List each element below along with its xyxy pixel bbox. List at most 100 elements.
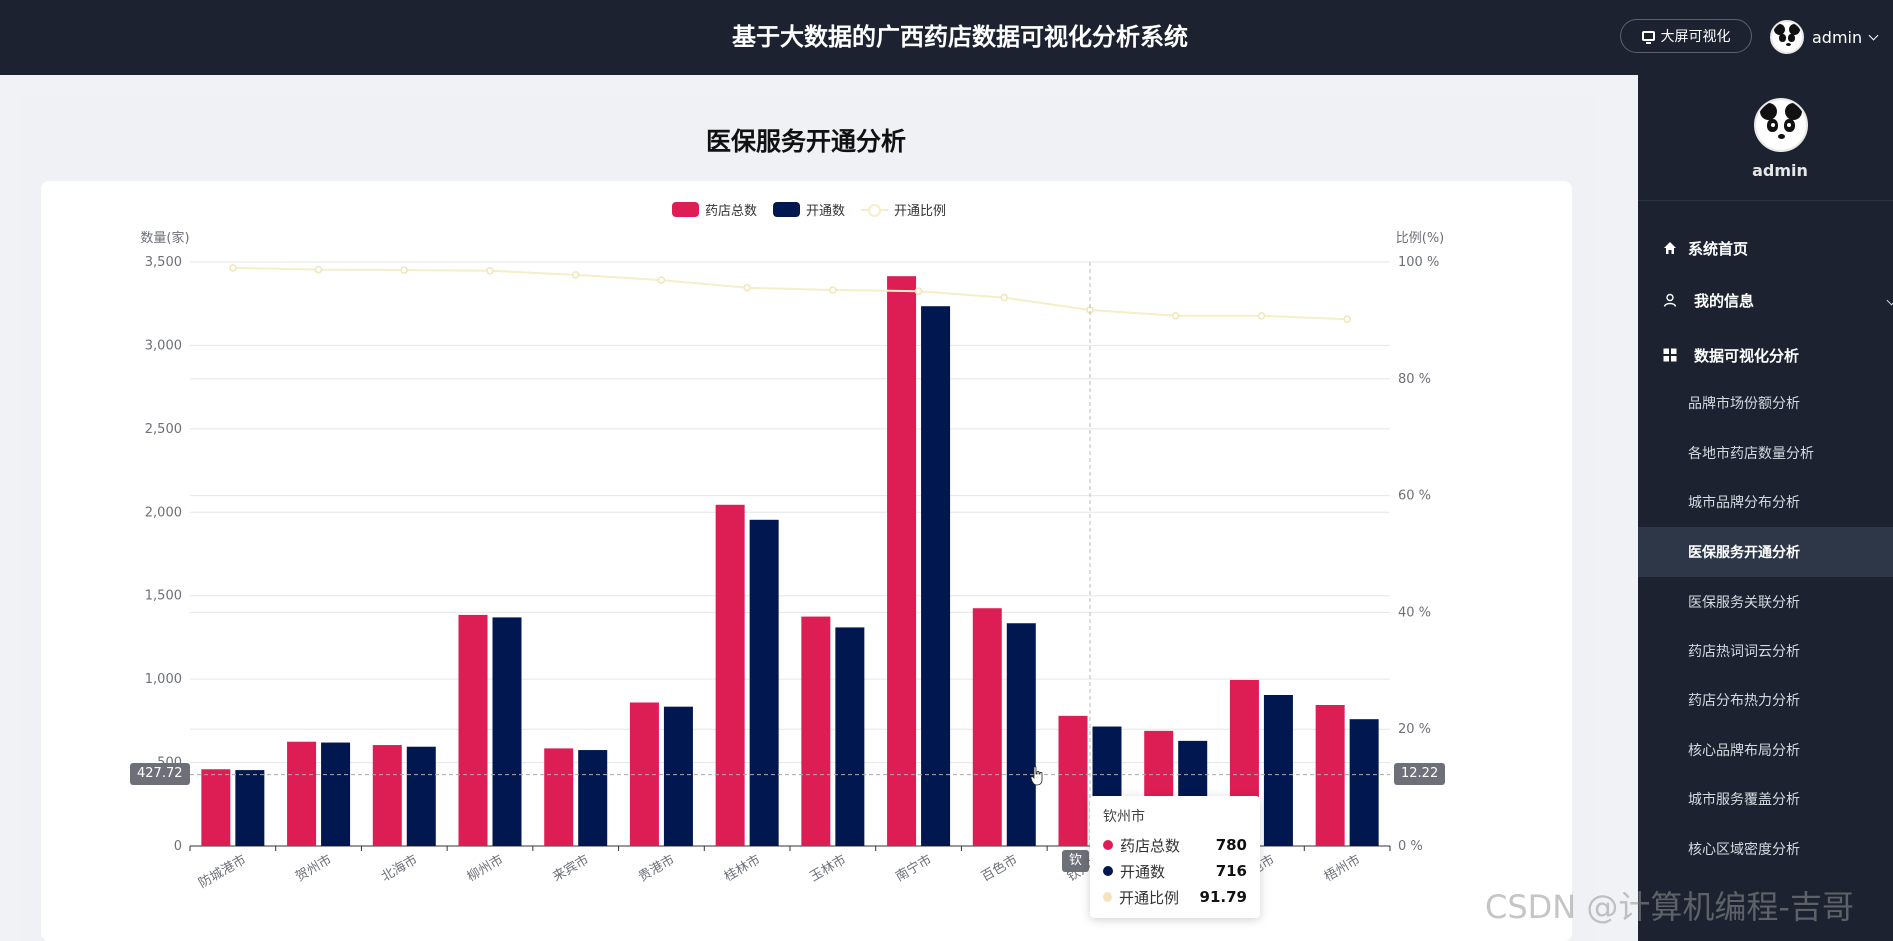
y-tick-label-left: 2,500 [145,422,182,437]
sidebar-username: admin [1752,161,1808,180]
point-ratio [657,276,666,284]
top-header: 基于大数据的广西药店数据可视化分析系统 大屏可视化 admin [0,0,1893,75]
sidebar-subitem-label: 医保服务开通分析 [1688,545,1800,561]
tooltip-row: 开通比例 91.79 [1103,884,1247,910]
tooltip-dot [1103,892,1112,902]
tooltip-row: 药店总数 780 [1103,832,1247,858]
sidebar-subitem-city-count[interactable]: 各地市药店数量分析 [1638,428,1893,478]
sidebar-user: admin [1638,75,1893,201]
sidebar-item-data-viz[interactable]: 数据可视化分析 [1638,340,1893,370]
sidebar-subitem-label: 城市品牌分布分析 [1688,495,1800,511]
sidebar-subitem-label: 城市服务覆盖分析 [1688,792,1800,808]
y-tick-label-left: 2,000 [145,505,182,520]
legend-item-total[interactable]: 药店总数 [672,200,757,219]
bar-total [801,616,831,846]
tooltip-name: 开通比例 [1118,888,1179,907]
sidebar-subitem-label: 核心区域密度分析 [1688,842,1800,858]
x-tick-label: 贵港市 [636,852,678,885]
legend-item-opened[interactable]: 开通数 [773,200,845,219]
x-tick-label: 桂林市 [721,852,763,885]
tooltip-row: 开通数 716 [1103,858,1247,884]
x-tick-label: 贺州市 [293,852,335,885]
y-tick-label-right: 0 % [1398,839,1423,854]
y-tick-label-right: 40 % [1398,605,1431,620]
sidebar-item-profile[interactable]: 我的信息 [1638,285,1893,315]
pointer-x-label: 钦 [1062,850,1090,872]
sidebar-subitem-wordcloud[interactable]: 药店热词词云分析 [1638,626,1893,676]
bar-total [201,769,231,846]
grid-icon [1663,348,1677,362]
sidebar-subitem-city-coverage[interactable]: 城市服务覆盖分析 [1638,774,1893,824]
tooltip-value: 716 [1215,862,1247,880]
sidebar-item-home[interactable]: 系统首页 [1638,233,1893,263]
point-ratio [1171,311,1180,320]
x-tick-label: 来宾市 [550,852,592,885]
bar-opened [749,519,779,846]
point-ratio [400,266,409,274]
app-title: 基于大数据的广西药店数据可视化分析系统 [732,23,1188,51]
y-tick-label-right: 20 % [1398,722,1431,737]
bar-total [1058,715,1088,846]
y-tick-label-left: 3,000 [145,338,182,353]
bar-total [458,614,488,846]
sidebar-subitem-heatmap[interactable]: 药店分布热力分析 [1638,675,1893,725]
y-axis-label-left: 数量(家) [140,230,189,246]
bar-opened [578,750,608,846]
y-tick-label-right: 60 % [1398,489,1431,504]
y-tick-label-right: 100 % [1398,255,1439,270]
x-tick-label: 玉林市 [807,852,849,885]
tooltip-title: 钦州市 [1103,809,1145,825]
x-tick-label: 南宁市 [893,852,935,885]
sidebar-item-label: 系统首页 [1688,239,1749,258]
point-ratio [314,265,323,274]
point-ratio [914,287,923,295]
sidebar-item-label: 我的信息 [1694,291,1755,310]
bar-total [544,748,574,846]
bar-total [972,608,1002,846]
legend-label: 开通比例 [894,204,947,219]
x-tick-label: 北海市 [378,852,420,885]
bigscreen-button[interactable]: 大屏可视化 [1620,19,1752,53]
sidebar-subitem-label: 医保服务关联分析 [1688,595,1800,611]
bar-opened [1263,694,1293,846]
bar-opened [492,617,522,846]
sidebar-subitem-insurance-relation[interactable]: 医保服务关联分析 [1638,577,1893,627]
bar-total [715,504,745,846]
bar-total [1315,705,1345,846]
line-ratio [232,266,1348,321]
avatar [1770,20,1804,54]
bar-opened [921,306,951,846]
tooltip-dot [1103,866,1113,876]
bar-opened [1006,623,1036,846]
legend-swatch [773,202,801,217]
sidebar-subitem-brand-share[interactable]: 品牌市场份额分析 [1638,378,1893,428]
sidebar-subitem-label: 药店分布热力分析 [1688,693,1800,709]
sidebar: admin 系统首页 我的信息 数据可视化分析 品牌市场份额分析 各地市药店数量… [1638,75,1893,941]
legend-swatch [672,202,699,217]
legend-swatch [861,202,889,217]
sidebar-subitem-label: 各地市药店数量分析 [1688,446,1814,462]
bar-opened [235,770,265,846]
y-tick-label-left: 3,500 [145,255,182,270]
sidebar-subitem-city-brand[interactable]: 城市品牌分布分析 [1638,477,1893,527]
user-icon [1663,293,1677,307]
watermark: CSDN @计算机编程-吉哥 [1485,888,1854,926]
user-menu[interactable]: admin [1770,18,1879,56]
x-tick-label: 柳州市 [464,852,506,885]
point-ratio [571,271,580,279]
sidebar-subitem-core-brand[interactable]: 核心品牌布局分析 [1638,725,1893,775]
sidebar-subitem-label: 品牌市场份额分析 [1688,396,1800,412]
pointer-left-value: 427.72 [130,763,190,785]
bar-opened [321,742,351,846]
point-ratio [743,283,751,292]
avatar [1754,98,1808,152]
x-tick-label: 百色市 [978,852,1020,885]
bar-total [887,276,917,846]
legend-item-ratio[interactable]: 开通比例 [861,200,946,219]
sidebar-subitem-insurance-open[interactable]: 医保服务开通分析 [1638,527,1893,577]
point-ratio [1257,311,1266,320]
tooltip-value: 91.79 [1199,888,1247,906]
sidebar-subitem-density[interactable]: 核心区域密度分析 [1638,824,1893,874]
tooltip-value: 780 [1215,836,1247,854]
